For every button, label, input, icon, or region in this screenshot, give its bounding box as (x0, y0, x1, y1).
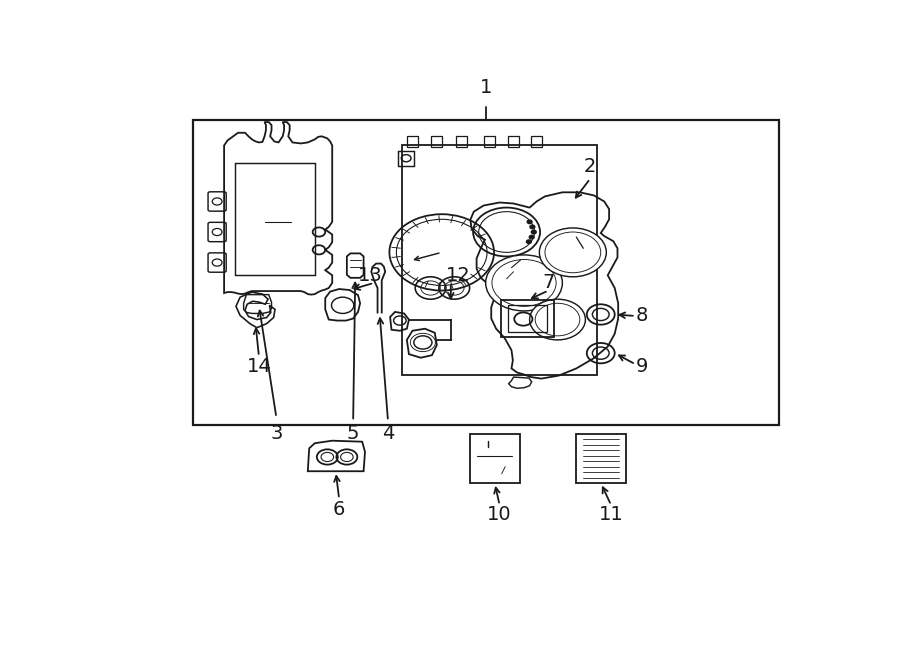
Text: 11: 11 (598, 505, 624, 524)
Text: 14: 14 (247, 358, 272, 376)
Circle shape (539, 228, 607, 277)
Bar (501, 300, 554, 337)
Circle shape (527, 220, 532, 223)
Text: 9: 9 (635, 358, 648, 376)
Bar (483, 136, 495, 147)
Circle shape (530, 225, 535, 229)
Circle shape (529, 235, 534, 239)
Bar (455, 136, 467, 147)
Bar (508, 305, 547, 332)
Text: 12: 12 (446, 266, 470, 285)
Circle shape (529, 299, 585, 340)
Text: 1: 1 (480, 78, 491, 97)
Text: 2: 2 (584, 157, 597, 176)
Text: 4: 4 (382, 424, 394, 443)
Circle shape (526, 240, 531, 243)
Bar (407, 136, 418, 147)
Text: 13: 13 (358, 266, 383, 285)
Bar (531, 136, 542, 147)
Circle shape (531, 230, 536, 234)
Bar (235, 163, 315, 275)
Text: 6: 6 (333, 500, 346, 519)
Text: 10: 10 (487, 505, 512, 524)
Circle shape (486, 255, 562, 311)
Bar (193, 120, 778, 426)
Text: 5: 5 (346, 424, 359, 443)
Bar (431, 136, 443, 147)
Text: 7: 7 (542, 274, 554, 292)
Bar (576, 434, 626, 483)
Bar (508, 136, 519, 147)
Bar (470, 434, 520, 483)
Text: 8: 8 (635, 307, 648, 325)
Bar (402, 145, 598, 375)
Text: 3: 3 (270, 424, 283, 443)
Bar (399, 151, 414, 166)
